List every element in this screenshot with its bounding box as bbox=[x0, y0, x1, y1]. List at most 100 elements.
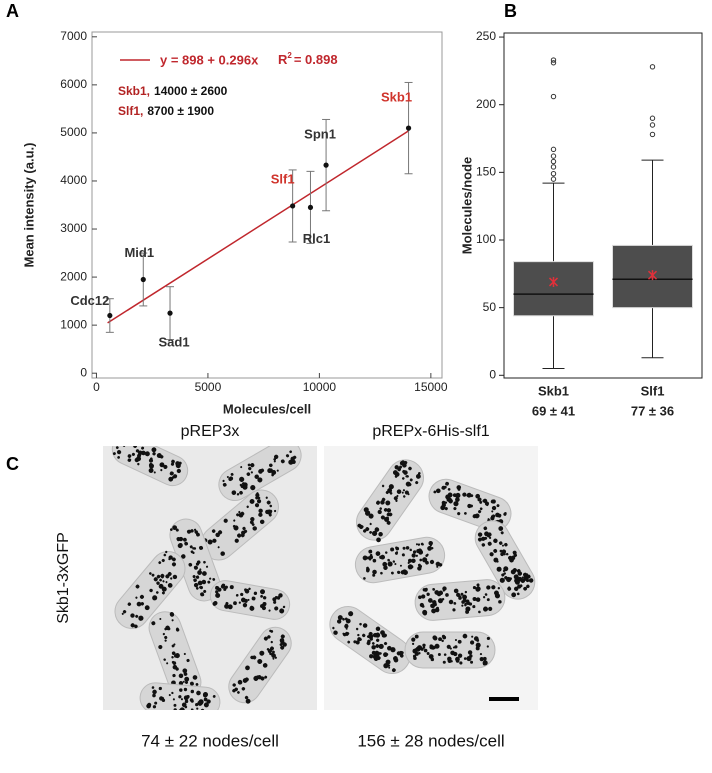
node bbox=[212, 695, 216, 698]
node bbox=[171, 459, 175, 464]
node bbox=[206, 699, 211, 704]
node bbox=[195, 575, 200, 579]
node bbox=[280, 634, 285, 639]
node bbox=[226, 476, 229, 479]
node bbox=[372, 573, 376, 577]
node bbox=[258, 469, 263, 474]
node bbox=[156, 453, 162, 459]
node bbox=[122, 440, 127, 445]
node bbox=[151, 573, 155, 577]
outlier bbox=[649, 64, 656, 70]
node bbox=[175, 463, 181, 469]
node bbox=[159, 585, 162, 588]
node bbox=[496, 560, 499, 563]
node bbox=[390, 571, 394, 575]
node bbox=[242, 526, 246, 531]
node bbox=[365, 509, 368, 512]
node bbox=[282, 642, 287, 647]
y-tick-label: 0 bbox=[489, 367, 496, 381]
node bbox=[197, 570, 202, 575]
node bbox=[170, 528, 173, 531]
node bbox=[375, 626, 381, 632]
node bbox=[482, 660, 488, 666]
node bbox=[244, 695, 249, 700]
point bbox=[307, 204, 314, 211]
node bbox=[215, 592, 221, 598]
node bbox=[525, 578, 530, 583]
node bbox=[165, 574, 170, 579]
node bbox=[510, 555, 516, 561]
node bbox=[527, 576, 530, 579]
node bbox=[433, 636, 438, 641]
node bbox=[195, 586, 199, 590]
point-label: Rlc1 bbox=[303, 231, 330, 246]
node bbox=[336, 619, 342, 624]
node bbox=[265, 496, 268, 499]
node bbox=[368, 549, 373, 554]
node bbox=[148, 468, 154, 473]
node bbox=[362, 555, 368, 561]
node bbox=[466, 601, 471, 605]
node bbox=[387, 561, 393, 567]
node bbox=[402, 546, 406, 550]
node bbox=[453, 506, 457, 511]
node bbox=[168, 693, 171, 697]
node bbox=[503, 572, 506, 575]
x-tick-label: Skb1 bbox=[538, 383, 569, 398]
node bbox=[445, 593, 449, 597]
point-label: Spn1 bbox=[304, 127, 336, 142]
node bbox=[239, 490, 243, 495]
node bbox=[242, 602, 248, 608]
node bbox=[497, 513, 502, 518]
node bbox=[237, 533, 242, 538]
node bbox=[512, 550, 517, 555]
node bbox=[415, 473, 421, 479]
node bbox=[192, 675, 198, 680]
node bbox=[269, 463, 273, 468]
node bbox=[399, 564, 402, 567]
node bbox=[173, 708, 177, 710]
box bbox=[513, 261, 594, 317]
node bbox=[199, 545, 204, 550]
node bbox=[520, 578, 526, 583]
node bbox=[497, 587, 500, 590]
node bbox=[479, 653, 483, 656]
node bbox=[171, 691, 174, 695]
node bbox=[140, 602, 144, 606]
node bbox=[172, 557, 176, 562]
node bbox=[162, 580, 165, 583]
node bbox=[203, 560, 206, 564]
node bbox=[256, 499, 262, 504]
outlier bbox=[649, 122, 656, 128]
node bbox=[172, 574, 178, 580]
node bbox=[190, 699, 194, 703]
node bbox=[175, 667, 179, 671]
node bbox=[257, 496, 261, 500]
node bbox=[483, 607, 487, 611]
node bbox=[430, 645, 436, 650]
node bbox=[239, 476, 245, 482]
y-tick-label: 150 bbox=[476, 165, 496, 179]
cell bbox=[209, 580, 291, 620]
node bbox=[458, 595, 462, 599]
node bbox=[116, 450, 122, 455]
node bbox=[168, 555, 173, 560]
node bbox=[240, 511, 245, 516]
node bbox=[383, 641, 388, 646]
node bbox=[233, 601, 237, 606]
node bbox=[181, 554, 186, 559]
node bbox=[394, 563, 397, 566]
node bbox=[232, 683, 236, 687]
node bbox=[220, 584, 226, 589]
point bbox=[290, 203, 296, 209]
node bbox=[429, 559, 435, 565]
x-tick-label: Slf1 bbox=[641, 383, 665, 398]
node bbox=[491, 585, 496, 590]
node bbox=[170, 462, 175, 466]
node bbox=[371, 645, 376, 650]
node bbox=[282, 605, 286, 609]
node bbox=[147, 702, 152, 707]
node bbox=[236, 493, 240, 496]
node bbox=[455, 492, 461, 499]
node bbox=[237, 679, 243, 685]
